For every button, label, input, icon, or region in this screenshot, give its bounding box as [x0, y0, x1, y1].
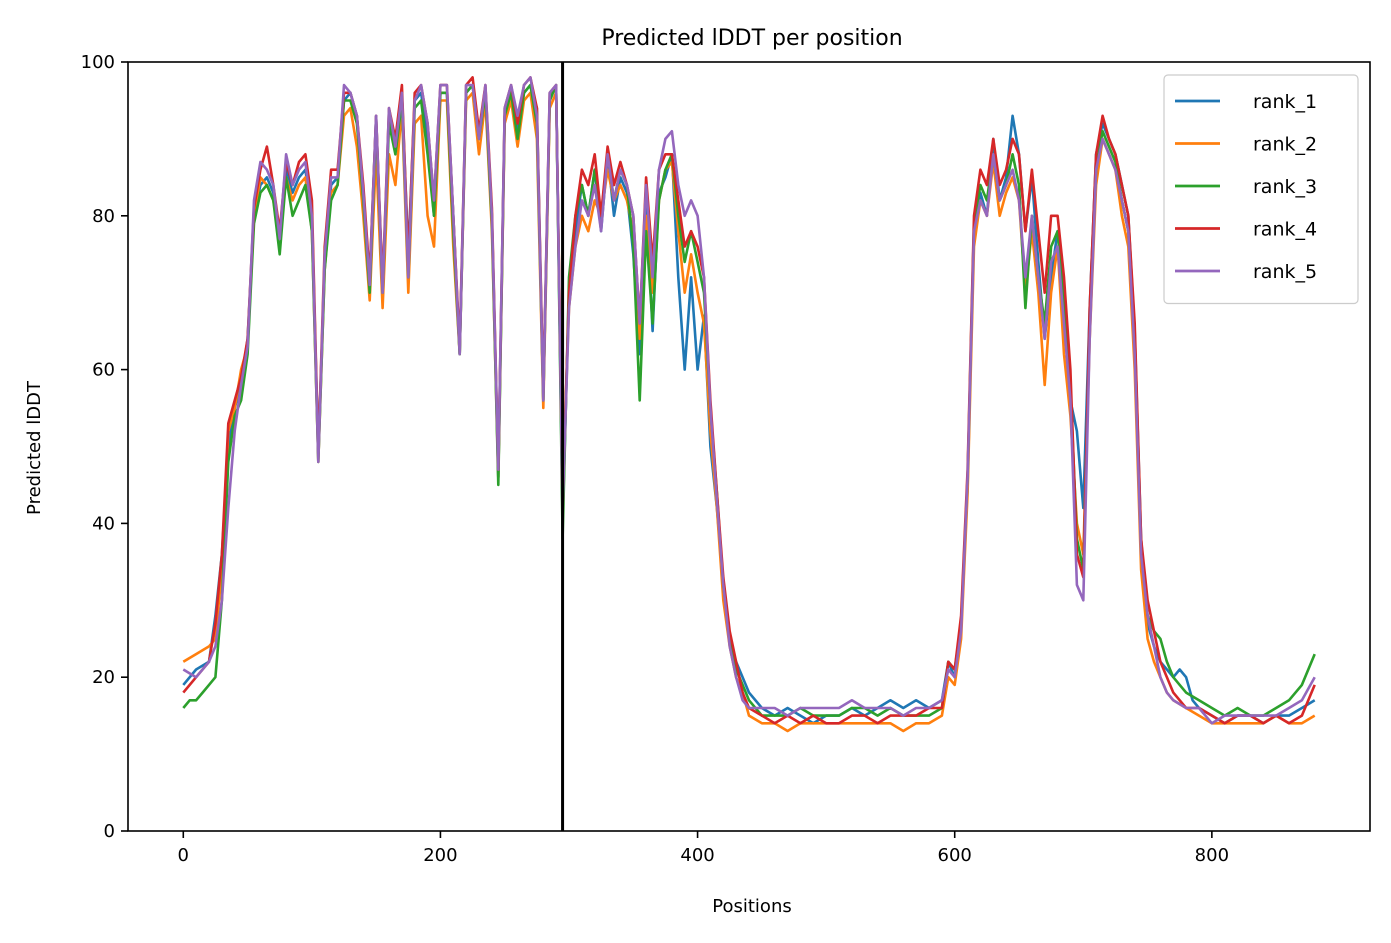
y-tick-label: 60 — [92, 360, 115, 381]
plot-area — [182, 62, 1316, 831]
legend-label-rank-2: rank_2 — [1253, 134, 1317, 156]
x-tick-label: 800 — [1195, 845, 1229, 866]
legend-box — [1163, 74, 1359, 305]
x-tick-label: 0 — [178, 845, 189, 866]
x-axis-label: Positions — [712, 896, 791, 917]
legend-label-rank-4: rank_4 — [1253, 219, 1317, 241]
axes: 0 200 400 600 800 0 20 40 60 80 100 — [81, 52, 1371, 866]
series-line-rank-5 — [182, 76, 1316, 725]
x-tick-label: 600 — [938, 845, 972, 866]
y-tick-label: 0 — [104, 821, 115, 842]
x-tick-label: 400 — [680, 845, 714, 866]
y-tick-label: 100 — [81, 52, 115, 73]
legend-label-rank-5: rank_5 — [1253, 261, 1317, 283]
plot-frame — [127, 61, 1371, 832]
legend: rank_1 rank_2 rank_3 rank_4 rank_5 — [1163, 74, 1359, 305]
legend-label-rank-1: rank_1 — [1253, 91, 1317, 113]
chart-title: Predicted lDDT per position — [601, 26, 902, 51]
legend-label-rank-3: rank_3 — [1253, 176, 1317, 198]
x-tick-label: 200 — [423, 845, 457, 866]
y-tick-label: 20 — [92, 667, 115, 688]
y-tick-label: 40 — [92, 513, 115, 534]
y-tick-label: 80 — [92, 206, 115, 227]
y-axis-label: Predicted lDDT — [24, 380, 45, 515]
